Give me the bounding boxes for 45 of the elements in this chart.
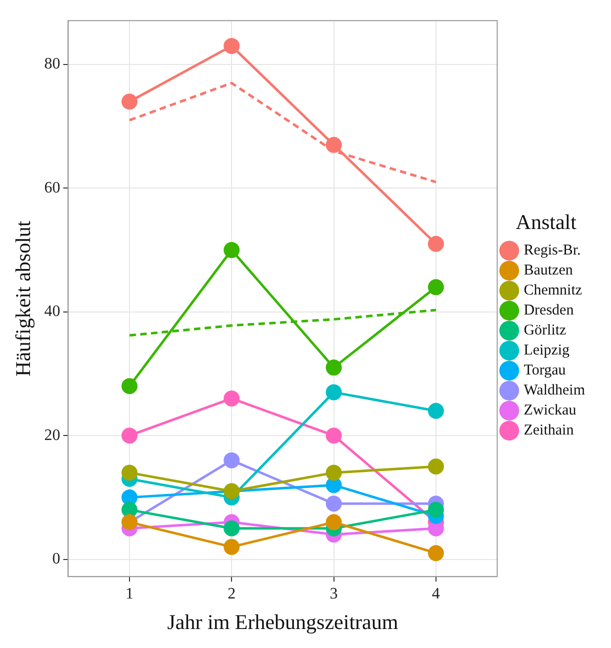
y-tick-label: 80	[44, 56, 60, 73]
point	[121, 378, 138, 394]
legend-label: Bautzen	[524, 262, 574, 279]
point	[428, 279, 444, 296]
x-tick-label: 4	[432, 585, 440, 602]
y-axis-title: Häufigkeit absolut	[11, 220, 36, 376]
point	[121, 428, 138, 444]
point	[326, 514, 342, 530]
point	[121, 94, 138, 110]
point	[326, 428, 342, 444]
point	[224, 38, 240, 54]
x-axis-title: Jahr im Erhebungszeitraum	[167, 610, 398, 634]
point	[224, 520, 240, 536]
x-tick-label: 2	[228, 585, 236, 602]
point	[224, 390, 240, 406]
y-tick-label: 0	[52, 550, 60, 568]
legend-label: Görlitz	[524, 322, 567, 339]
legend-label: Torgau	[524, 362, 566, 379]
point	[428, 458, 444, 475]
legend-label: Regis-Br.	[524, 242, 581, 259]
x-tick-label: 1	[125, 585, 134, 602]
legend-label: Zwickau	[524, 402, 577, 419]
point	[326, 360, 342, 376]
point	[224, 538, 240, 555]
y-tick-label: 60	[44, 179, 60, 196]
y-tick-label: 20	[44, 426, 60, 444]
point	[428, 545, 444, 562]
legend-label: Zeithain	[524, 422, 574, 439]
point	[224, 242, 240, 258]
y-tick-label: 40	[44, 303, 60, 320]
point	[326, 136, 342, 153]
point	[428, 236, 444, 252]
legend-label: Waldheim	[524, 382, 586, 399]
legend-label: Dresden	[524, 302, 574, 319]
point	[326, 384, 342, 400]
point	[326, 496, 342, 512]
legend-label: Chemnitz	[524, 282, 582, 299]
point	[428, 502, 444, 518]
legend-label: Leipzig	[524, 342, 570, 359]
point	[224, 452, 240, 468]
legend-title: Anstalt	[516, 210, 577, 234]
point	[121, 464, 138, 481]
point	[428, 402, 444, 419]
x-tick-label: 3	[330, 585, 338, 602]
point	[326, 464, 342, 481]
